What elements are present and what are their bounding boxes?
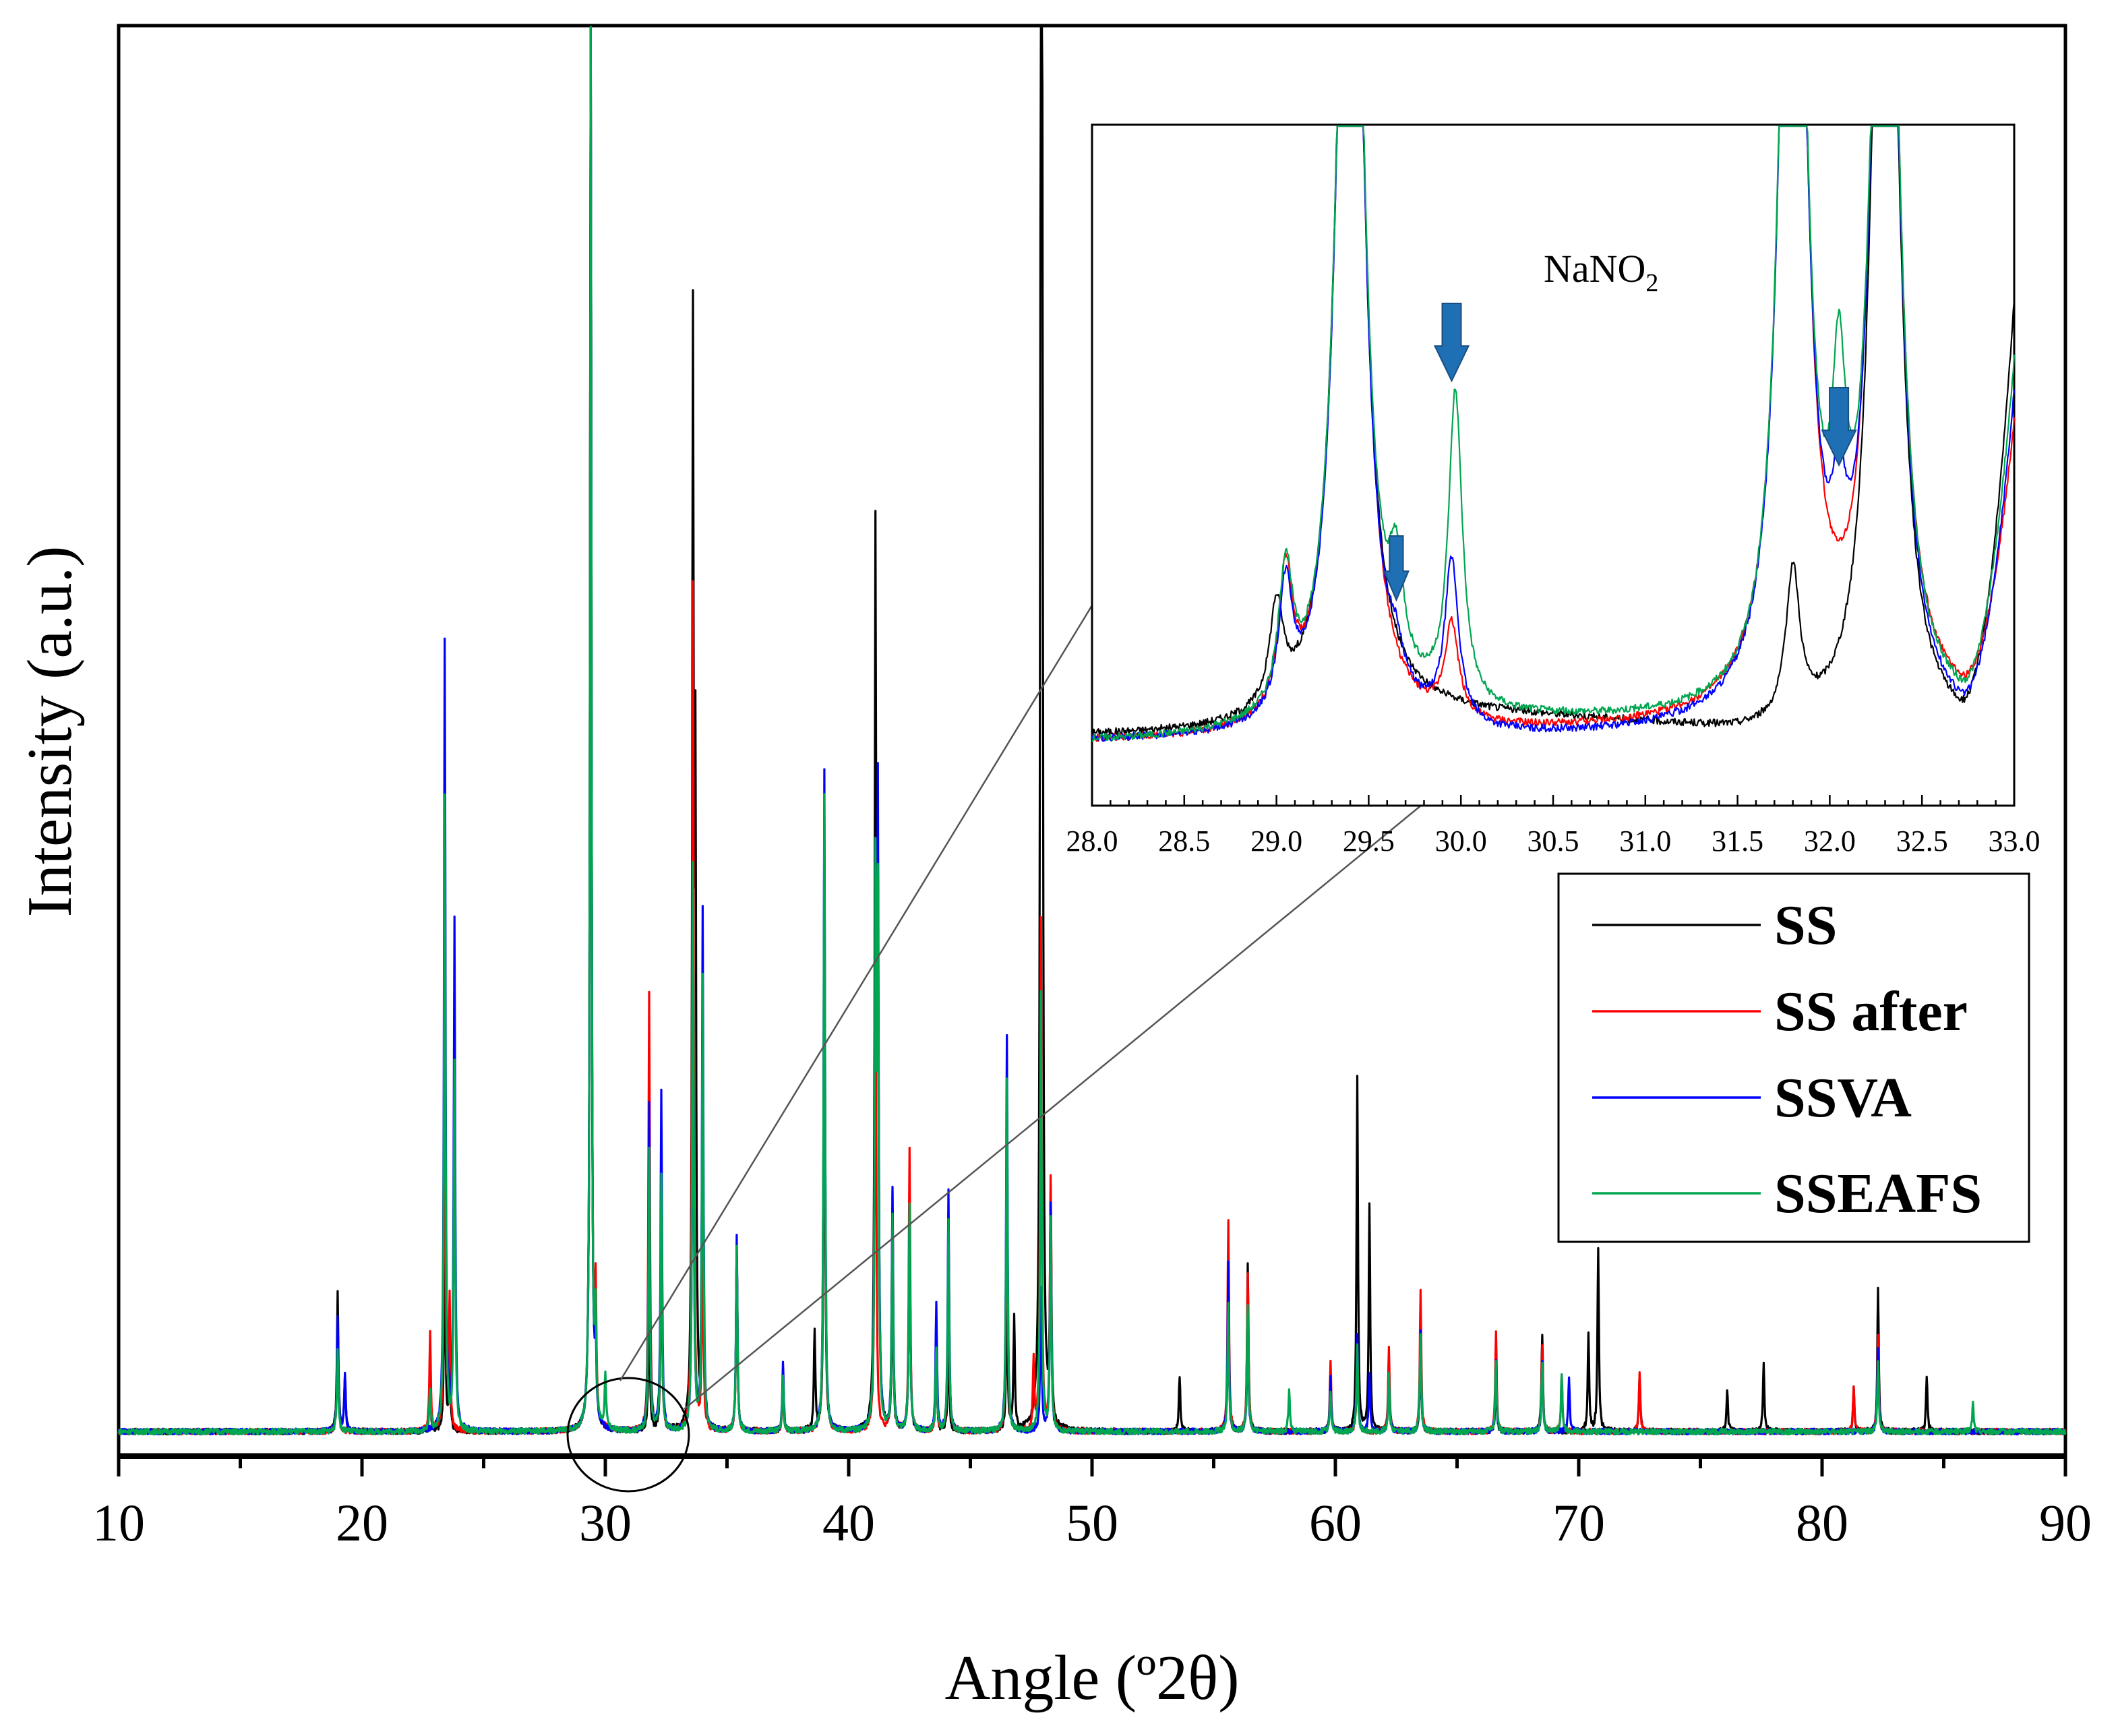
x-axis-tick-labels: 10 20 30 40 50 60 70 80 90 bbox=[92, 1493, 2092, 1552]
inset-arrows bbox=[1383, 303, 1857, 602]
down-arrow-icon bbox=[1821, 387, 1857, 467]
inset-series-group bbox=[1091, 125, 2016, 742]
inset-tick-label: 30.5 bbox=[1527, 825, 1579, 858]
legend-box bbox=[1557, 872, 2030, 1243]
inset-annotation: NaNO2 bbox=[1544, 247, 1658, 297]
legend-label: SSEAFS bbox=[1774, 1162, 1982, 1225]
zoom-connector-top bbox=[619, 605, 1093, 1381]
x-tick-label: 50 bbox=[1066, 1493, 1118, 1552]
inset-x-ticks bbox=[1091, 795, 2016, 806]
x-tick-label: 70 bbox=[1552, 1493, 1605, 1552]
inset-tick-label: 29.5 bbox=[1343, 825, 1395, 858]
legend-label: SS bbox=[1774, 894, 1837, 957]
inset-tick-label: 31.0 bbox=[1619, 825, 1671, 858]
down-arrow-icon bbox=[1433, 303, 1470, 383]
inset-tick-label: 28.5 bbox=[1158, 825, 1210, 858]
inset-tick-label: 32.0 bbox=[1804, 825, 1856, 858]
inset-tick-label: 30.0 bbox=[1435, 825, 1487, 858]
x-tick-label: 90 bbox=[2039, 1493, 2092, 1552]
inset-tick-label: 29.0 bbox=[1250, 825, 1302, 858]
x-axis-title: Angle (º2θ) bbox=[945, 1643, 1240, 1713]
x-tick-label: 20 bbox=[336, 1493, 388, 1552]
legend-label: SS after bbox=[1774, 980, 1968, 1043]
inset-series-line-sseafs bbox=[1091, 125, 2016, 742]
inset-x-tick-labels: 28.0 28.5 29.0 29.5 30.0 30.5 31.0 31.5 32.0 32.5… bbox=[1066, 825, 2040, 858]
zoom-connector-bottom bbox=[684, 798, 1430, 1410]
legend: SS SS after SSVA SSEAFS bbox=[1557, 872, 2030, 1243]
inset-tick-label: 28.0 bbox=[1066, 825, 1118, 858]
zoom-region-circle bbox=[566, 1377, 690, 1493]
inset-tick-label: 31.5 bbox=[1712, 825, 1763, 858]
x-tick-label: 30 bbox=[579, 1493, 632, 1552]
inset-series-line-ssva bbox=[1091, 125, 2016, 742]
inset-plot: 28.0 28.5 29.0 29.5 30.0 30.5 31.0 31.5 32.0 32.5… bbox=[1066, 123, 2040, 858]
x-tick-label: 80 bbox=[1796, 1493, 1848, 1552]
x-axis-ticks bbox=[117, 1456, 2067, 1476]
inset-plot-area bbox=[1091, 123, 2016, 807]
x-tick-label: 60 bbox=[1309, 1493, 1362, 1552]
legend-items: SS SS after SSVA SSEAFS bbox=[1592, 894, 1982, 1225]
legend-label: SSVA bbox=[1774, 1067, 1912, 1129]
inset-tick-label: 33.0 bbox=[1989, 825, 2040, 858]
x-tick-label: 10 bbox=[92, 1493, 145, 1552]
x-tick-label: 40 bbox=[822, 1493, 875, 1552]
inset-tick-label: 32.5 bbox=[1896, 825, 1948, 858]
down-arrow-icon bbox=[1383, 535, 1410, 602]
series-line-sseafs bbox=[118, 26, 2067, 1436]
y-axis-title: Intensity (a.u.) bbox=[15, 546, 85, 918]
main-series-group bbox=[117, 26, 2067, 1436]
